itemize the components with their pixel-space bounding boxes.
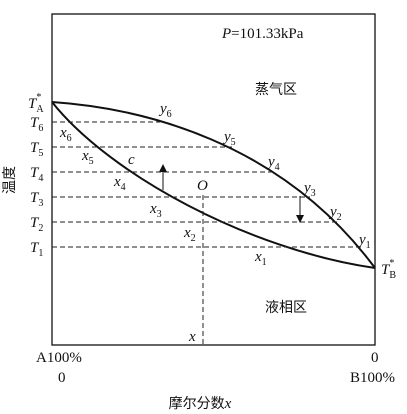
label-part: T [30,240,40,256]
t-label: T1 [30,240,43,259]
label-part: T [30,140,40,156]
t-label: T2 [30,215,43,234]
point-symbol: y [266,154,275,170]
point-label: x6 [59,125,72,144]
point-sub: 6 [67,133,72,144]
x-axis-text: 摩尔分数 [169,395,225,412]
label-part: 1 [38,248,43,259]
label-part: 4 [38,173,43,184]
point-symbol: y [302,180,311,196]
point-x: x [188,329,196,345]
bubble-curve [51,101,376,269]
label-part: 2 [38,223,43,234]
point-symbol: y [158,101,167,117]
point-label: y6 [158,101,172,120]
isotherms [52,121,362,345]
label-part: T [30,165,40,181]
x-axis-symbol: x [224,396,232,412]
point-sub: 2 [337,212,342,223]
label-part: T [30,215,40,231]
label-part: T [30,190,40,206]
point-label: x1 [254,249,267,268]
point-sub: 4 [275,162,280,173]
point-symbol: y [357,232,366,248]
point-label: x4 [113,174,126,193]
pressure: P=101.33kPa [221,26,304,42]
temperature-labels: T* A T6 T5 T4 T3 T2 T1 T* B [28,92,396,281]
point-sub: 6 [167,109,172,120]
t-label: T3 [30,190,43,209]
point-symbol: y [328,204,337,220]
point-sub: 3 [311,188,316,199]
point-c: c [128,152,135,168]
right-component: B100% [350,370,395,386]
point-sub: 1 [366,240,371,251]
pressure-value: =101.33kPa [231,26,304,42]
label-part: B [389,270,396,281]
frame [51,13,376,346]
point-symbol: y [222,129,231,145]
point-sub: 3 [157,209,162,220]
t-label: T* A [28,92,44,115]
t-label: T4 [30,165,43,184]
left-value: 0 [58,370,66,386]
point-label: y3 [302,180,316,199]
label-part: A [36,104,44,115]
label-part: 6 [38,123,43,134]
point-sub: 4 [121,182,126,193]
point-symbol: x [113,174,121,190]
dew-curve [51,101,376,269]
point-label: y1 [357,232,371,251]
left-component: A100% [36,350,82,366]
point-label: y2 [328,204,342,223]
liquid-region: 液相区 [265,300,307,316]
point-symbol: x [59,125,67,141]
t-label: T* B [381,258,396,281]
point-sub: 2 [191,233,196,244]
label-part: T [30,115,40,131]
label-part: * [389,258,394,269]
label-part: T [381,262,391,278]
label-part: T [28,96,38,112]
point-label: y5 [222,129,236,148]
t-label: T5 [30,140,43,159]
point-label: x2 [183,225,196,244]
point-label: x5 [81,148,94,167]
vapor-region: 蒸气区 [255,82,297,98]
label-part: 5 [38,148,43,159]
point-o: O [197,178,208,194]
y-axis-label: 温度 [2,166,18,194]
point-symbol: x [183,225,191,241]
point-sub: 5 [89,156,94,167]
point-symbol: x [149,201,157,217]
point-sub: 5 [231,137,236,148]
label-part: 3 [38,198,43,209]
point-label: x3 [149,201,162,220]
t-label: T6 [30,115,43,134]
point-symbol: x [81,148,89,164]
right-value: 0 [371,350,379,366]
point-sub: 1 [262,257,267,268]
pressure-symbol: P [221,26,231,42]
x-axis-label: 摩尔分数x [169,395,232,412]
point-symbol: x [254,249,262,265]
label-part: * [36,92,41,103]
point-label: y4 [266,154,280,173]
